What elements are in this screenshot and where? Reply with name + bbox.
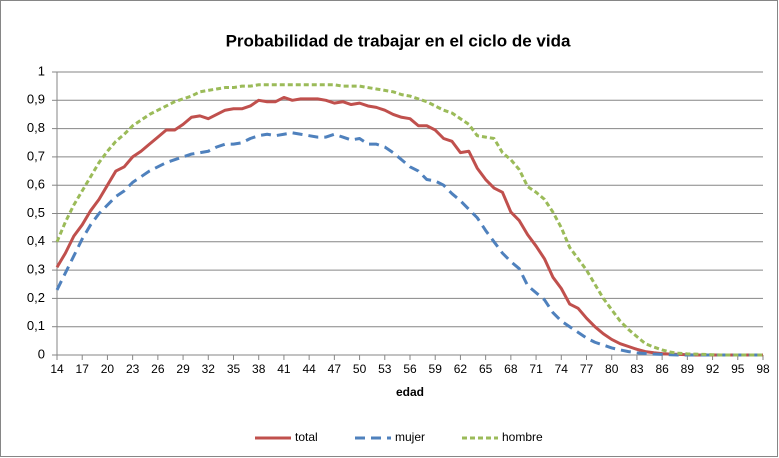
x-tick-label: 38	[252, 362, 266, 376]
y-tick-label: 0,2	[27, 290, 45, 305]
y-tick-label: 1	[38, 63, 45, 78]
x-tick-label: 32	[202, 362, 216, 376]
x-tick-label: 92	[706, 362, 720, 376]
x-tick-label: 20	[101, 362, 115, 376]
y-tick-label: 0	[38, 346, 45, 361]
x-tick-label: 86	[655, 362, 669, 376]
y-tick-label: 0,9	[27, 92, 45, 107]
y-tick-label: 0,8	[27, 120, 45, 135]
series-line	[55, 83, 763, 357]
x-tick-label: 71	[529, 362, 543, 376]
x-tick-label: 23	[126, 362, 140, 376]
x-tick-label: 17	[76, 362, 90, 376]
y-tick-label: 0,6	[27, 177, 45, 192]
chart-title: Probabilidad de trabajar en el ciclo de …	[226, 31, 571, 50]
y-tick-label: 0,7	[27, 148, 45, 163]
legend-label: total	[295, 430, 318, 444]
x-tick-label: 50	[353, 362, 367, 376]
x-tick-label: 74	[555, 362, 569, 376]
x-tick-label: 29	[176, 362, 190, 376]
x-tick-label: 59	[429, 362, 443, 376]
y-tick-label: 0,4	[27, 233, 45, 248]
x-tick-label: 14	[50, 362, 64, 376]
y-tick-label: 0,5	[27, 205, 45, 220]
x-tick-label: 35	[227, 362, 241, 376]
x-tick-label: 89	[681, 362, 695, 376]
legend-label: mujer	[395, 430, 425, 444]
series-line	[55, 95, 763, 357]
legend-label: hombre	[502, 430, 543, 444]
x-tick-label: 77	[580, 362, 594, 376]
x-tick-label: 53	[378, 362, 392, 376]
x-tick-label: 68	[504, 362, 518, 376]
x-tick-label: 65	[479, 362, 493, 376]
x-tick-label: 41	[277, 362, 291, 376]
x-tick-label: 56	[403, 362, 417, 376]
y-tick-label: 0,1	[27, 318, 45, 333]
series-line	[55, 131, 763, 357]
x-tick-label: 62	[454, 362, 468, 376]
x-tick-label: 47	[328, 362, 342, 376]
x-tick-label: 44	[302, 362, 316, 376]
x-tick-label: 80	[605, 362, 619, 376]
x-tick-label: 26	[151, 362, 165, 376]
x-axis-label: edad	[396, 385, 424, 399]
x-tick-label: 98	[756, 362, 770, 376]
x-tick-label: 83	[630, 362, 644, 376]
x-tick-label: 95	[731, 362, 745, 376]
y-tick-label: 0,3	[27, 262, 45, 277]
